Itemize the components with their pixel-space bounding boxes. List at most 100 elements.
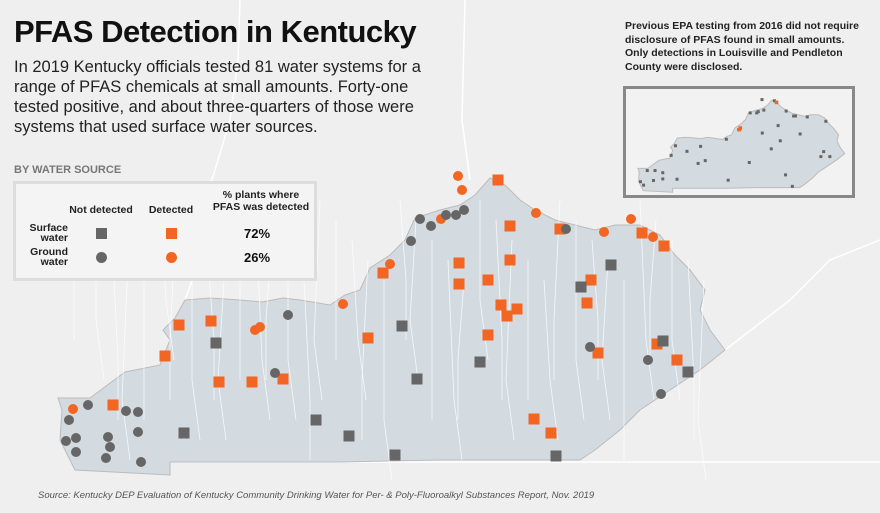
surface-detected-marker [651, 338, 663, 350]
surface-not-detected-marker [575, 281, 587, 293]
inset-not-disclosed-marker [769, 147, 773, 151]
county-line [553, 199, 561, 380]
surface-detected-marker [277, 373, 289, 385]
inset-not-disclosed-marker [653, 169, 657, 173]
state-border-line [724, 239, 880, 351]
county-line [383, 280, 393, 481]
county-line [543, 279, 559, 441]
inset-not-disclosed-marker [685, 149, 689, 153]
inset-not-disclosed-marker [772, 99, 776, 103]
county-line [697, 279, 707, 481]
surface-pct: 72% [244, 226, 271, 241]
surface-detected-marker [453, 257, 465, 269]
surface-not-detected-marker [605, 259, 617, 271]
ground-not-detected-marker [451, 210, 461, 220]
surface-detected-marker [671, 354, 683, 366]
county-line [409, 219, 419, 381]
ground-not-detected-marker [133, 407, 143, 417]
ground-pct: 26% [244, 250, 271, 265]
inset-disclosed-marker [738, 126, 743, 130]
inset-not-disclosed-marker [673, 144, 677, 148]
inset-not-disclosed-marker [778, 139, 782, 143]
surface-detected-marker [581, 297, 593, 309]
surface-detected-marker [511, 303, 523, 315]
ground-detected-marker [648, 232, 658, 242]
ground-detected-marker [626, 214, 636, 224]
surface-not-detected-marker [210, 337, 222, 349]
ground-not-detected-marker [64, 415, 74, 425]
surface-detected-marker [205, 315, 217, 327]
surface-detected-marker [492, 174, 504, 186]
ground-not-detected-circle-icon [96, 252, 107, 263]
inset-not-disclosed-marker [724, 137, 728, 141]
ground-not-detected-marker [105, 442, 115, 452]
surface-detected-marker [173, 319, 185, 331]
legend-col-pct: % plants where PFAS was detected [212, 189, 310, 213]
inset-not-disclosed-marker [638, 180, 642, 184]
ground-not-detected-marker [101, 453, 111, 463]
ground-not-detected-marker [426, 221, 436, 231]
surface-detected-marker [528, 413, 540, 425]
ground-not-detected-marker [406, 236, 416, 246]
inset-not-disclosed-marker [756, 110, 760, 114]
inset-not-disclosed-marker [762, 108, 766, 112]
ground-not-detected-marker [643, 355, 653, 365]
surface-not-detected-marker [389, 449, 401, 461]
ground-not-detected-marker [415, 214, 425, 224]
county-line [575, 220, 585, 421]
inset-not-disclosed-marker [805, 115, 809, 119]
inset-not-disclosed-marker [726, 178, 730, 182]
surface-not-detected-marker [343, 430, 355, 442]
inset-not-disclosed-marker [703, 159, 707, 163]
ground-not-detected-marker [71, 433, 81, 443]
inset-not-disclosed-marker [642, 183, 646, 187]
county-line [287, 260, 297, 421]
state-border-line [461, 0, 471, 181]
ground-detected-marker [453, 171, 463, 181]
surface-not-detected-marker [550, 450, 562, 462]
inset-not-disclosed-marker [798, 132, 802, 136]
county-line [447, 259, 463, 461]
surface-detected-square-icon [166, 228, 177, 239]
surface-not-detected-marker [310, 414, 322, 426]
county-line [121, 259, 131, 461]
surface-detected-marker [554, 223, 566, 235]
ground-not-detected-marker [441, 210, 451, 220]
inset-not-disclosed-marker [651, 178, 655, 182]
inset-not-disclosed-marker [828, 155, 832, 159]
intro-text: In 2019 Kentucky officials tested 81 wat… [14, 58, 421, 136]
surface-not-detected-marker [682, 366, 694, 378]
county-line [361, 259, 369, 440]
ground-not-detected-marker [121, 406, 131, 416]
ground-not-detected-marker [136, 457, 146, 467]
surface-not-detected-square-icon [96, 228, 107, 239]
ground-detected-marker [338, 299, 348, 309]
surface-detected-marker [213, 376, 225, 388]
inset-not-disclosed-marker [790, 184, 794, 188]
inset-not-disclosed-marker [793, 114, 797, 118]
ground-detected-marker [68, 404, 78, 414]
legend-row-surface: Surface water [29, 222, 68, 244]
ground-not-detected-marker [656, 389, 666, 399]
inset-not-disclosed-marker [748, 111, 752, 115]
surface-detected-marker [159, 350, 171, 362]
surface-not-detected-marker [474, 356, 486, 368]
ground-detected-marker [457, 185, 467, 195]
surface-detected-marker [246, 376, 258, 388]
surface-detected-marker [107, 399, 119, 411]
surface-detected-marker [377, 267, 389, 279]
source-note: Source: Kentucky DEP Evaluation of Kentu… [38, 490, 595, 501]
inset-not-disclosed-marker [822, 150, 826, 154]
surface-detected-marker [504, 220, 516, 232]
inset-not-disclosed-marker [675, 177, 679, 181]
inset-disclosed-marker [774, 100, 779, 105]
ground-not-detected-marker [585, 342, 595, 352]
ground-not-detected-marker [83, 400, 93, 410]
ground-not-detected-marker [71, 447, 81, 457]
surface-detected-marker [482, 274, 494, 286]
inset-map [623, 86, 855, 198]
legend-col-detected: Detected [148, 204, 194, 216]
surface-detected-marker [453, 278, 465, 290]
kentucky-state-shape [637, 99, 846, 193]
